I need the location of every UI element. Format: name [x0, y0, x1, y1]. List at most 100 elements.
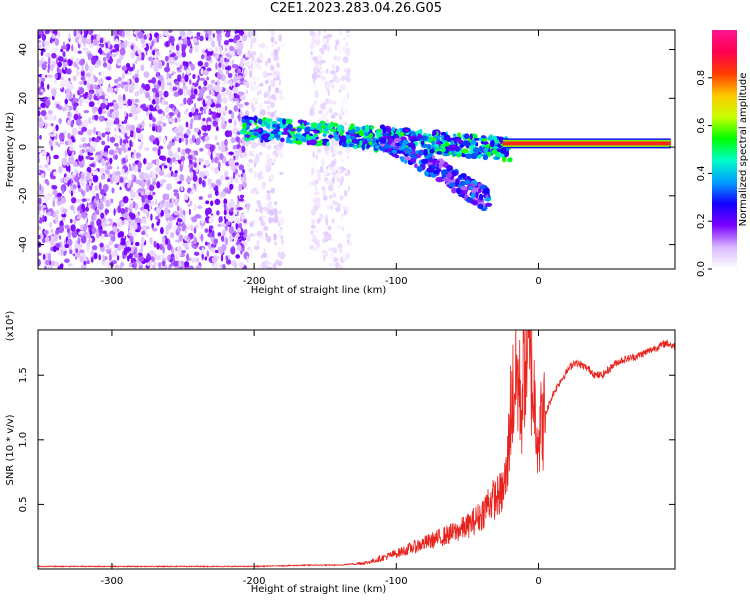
- heatmap-cell: [140, 37, 146, 45]
- heatmap-cell: [85, 38, 92, 45]
- heatmap-cell: [212, 120, 218, 127]
- heatmap-cell: [53, 80, 58, 84]
- heatmap-cell: [204, 61, 209, 68]
- heatmap-cell: [130, 191, 137, 198]
- heatmap-cell: [96, 199, 100, 207]
- heatmap-cell: [183, 97, 187, 105]
- heatmap-cell: [63, 46, 67, 50]
- heatmap-cell: [142, 208, 149, 214]
- heatmap-cell: [146, 211, 150, 217]
- heatmap-cell: [215, 189, 219, 196]
- heatmap-cell: [251, 233, 258, 237]
- heatmap-cell: [179, 163, 183, 172]
- heatmap-cell: [210, 98, 214, 103]
- heatmap-cell: [281, 238, 284, 246]
- heatmap-cell: [226, 259, 232, 265]
- heatmap-cell: [60, 178, 63, 183]
- heatmap-cell: [99, 167, 105, 174]
- heatmap-cell: [269, 101, 275, 109]
- heatmap-cell: [215, 117, 219, 122]
- heatmap-cell: [47, 253, 51, 262]
- heatmap-cell: [270, 30, 275, 37]
- heatmap-cell: [41, 204, 46, 209]
- heatmap-cell: [190, 118, 194, 124]
- heatmap-cell: [47, 74, 53, 78]
- heatmap-cell: [342, 167, 346, 171]
- heatmap-cell: [52, 48, 59, 52]
- heatmap-cell: [242, 33, 247, 42]
- heatmap-cell: [164, 66, 171, 73]
- heatmap-cell: [324, 98, 330, 105]
- heatmap-cell: [98, 182, 102, 191]
- heatmap-cell: [78, 188, 83, 192]
- heatmap-cell: [218, 67, 221, 73]
- heatmap-cell: [182, 72, 185, 80]
- heatmap-cell: [188, 164, 194, 168]
- heatmap-cell: [136, 213, 139, 218]
- heatmap-cell: [263, 248, 266, 253]
- heatmap-cell: [276, 260, 283, 267]
- heatmap-cell: [341, 226, 345, 231]
- heatmap-cell: [44, 179, 49, 184]
- heatmap-cell: [81, 126, 87, 132]
- heatmap-cell: [263, 91, 268, 99]
- heatmap-cell: [138, 256, 145, 262]
- heatmap-cell: [144, 194, 148, 200]
- heatmap-cell: [225, 32, 231, 38]
- heatmap-cell: [202, 132, 208, 136]
- heatmap-cell: [38, 106, 42, 110]
- heatmap-cell: [75, 248, 78, 253]
- heatmap-cell: [177, 52, 182, 59]
- heatmap-cell: [234, 68, 239, 73]
- heatmap-cell: [163, 136, 167, 145]
- heatmap-cell: [88, 145, 95, 154]
- heatmap-cell: [224, 139, 228, 147]
- heatmap-cell: [139, 172, 146, 181]
- heatmap-cell: [200, 233, 204, 242]
- heatmap-cell: [129, 139, 133, 148]
- heatmap-cell: [343, 76, 347, 81]
- heatmap-cell: [248, 79, 255, 87]
- heatmap-cell: [186, 39, 191, 47]
- heatmap-cell: [94, 185, 99, 191]
- heatmap-cell: [164, 101, 169, 105]
- heatmap-cell: [162, 236, 166, 244]
- heatmap-cell: [73, 113, 79, 121]
- heatmap-cell: [207, 97, 213, 106]
- heatmap-cell: [176, 44, 180, 51]
- heatmap-cell: [215, 103, 222, 109]
- heatmap-cell: [52, 245, 57, 253]
- heatmap-cell: [280, 217, 285, 226]
- heatmap-cell: [156, 72, 159, 78]
- heatmap-cell: [316, 149, 322, 154]
- heatmap-cell: [42, 214, 45, 223]
- heatmap-cell: [168, 112, 175, 117]
- heatmap-cell: [258, 171, 263, 177]
- heatmap-cell: [267, 111, 270, 117]
- heatmap-cell: [47, 52, 51, 58]
- heatmap-cell: [76, 69, 80, 77]
- heatmap-cell: [61, 213, 67, 218]
- heatmap-cell: [44, 215, 47, 222]
- heatmap-cell: [117, 62, 122, 66]
- heatmap-cell: [233, 119, 237, 127]
- heatmap-cell: [270, 36, 275, 43]
- heatmap-cell: [81, 212, 87, 219]
- heatmap-cell: [346, 92, 350, 100]
- heatmap-cell: [155, 215, 160, 221]
- heatmap-cell: [79, 249, 85, 253]
- heatmap-cell: [346, 155, 350, 160]
- heatmap-cell: [113, 44, 120, 49]
- heatmap-cell: [91, 120, 94, 125]
- heatmap-cell: [343, 258, 347, 262]
- heatmap-cell: [208, 108, 212, 113]
- heatmap-cell: [147, 195, 153, 201]
- heatmap-cell: [318, 30, 321, 37]
- heatmap-cell: [266, 158, 273, 166]
- heatmap-cell: [328, 99, 334, 105]
- heatmap-cell: [127, 255, 130, 262]
- heatmap-cell: [81, 159, 85, 165]
- heatmap-cell: [73, 98, 79, 103]
- heatmap-cell: [274, 201, 278, 206]
- heatmap-cell: [235, 254, 240, 259]
